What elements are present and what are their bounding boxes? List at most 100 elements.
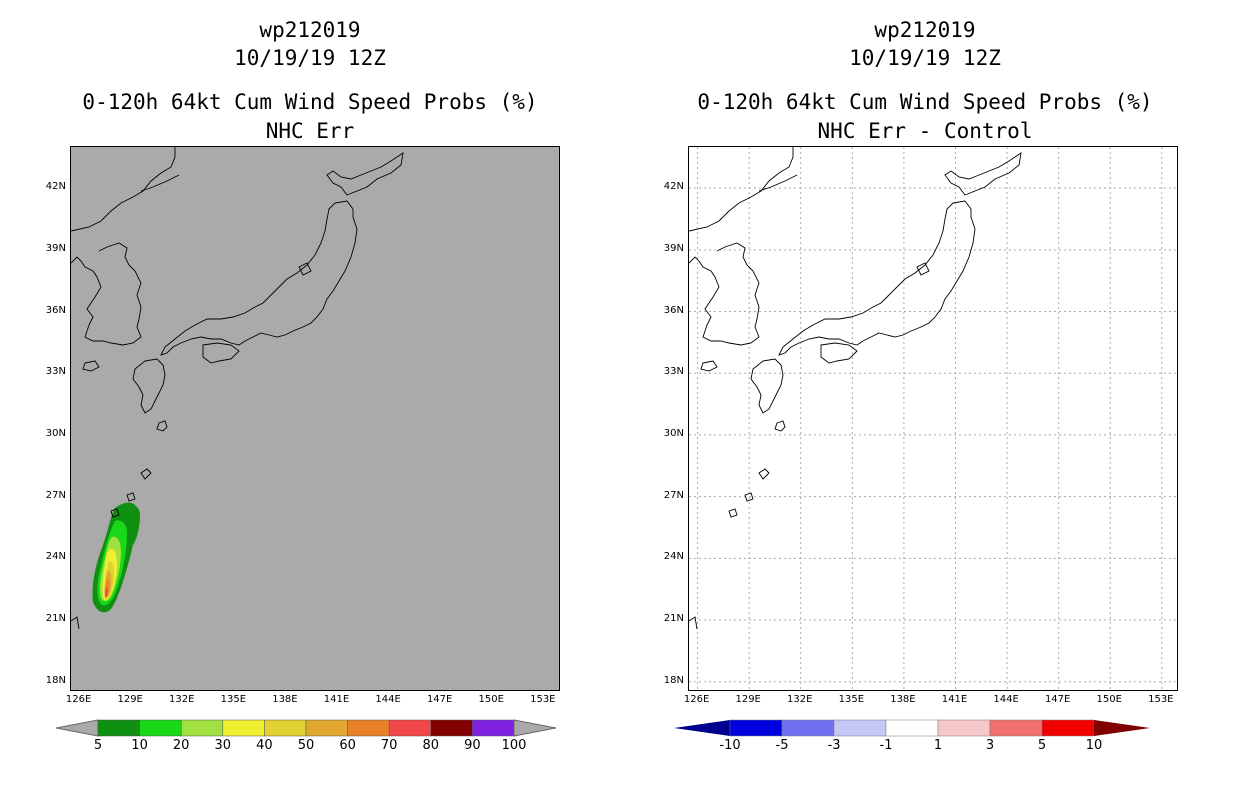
colorbar-swatch [989,719,1043,737]
coastline-segment [110,508,120,518]
prob-contour-70 [105,587,108,597]
lat-tick-label: 36N [663,304,684,316]
colorbar-swatch [781,719,835,737]
lon-tick-label: 153E [530,694,556,705]
lon-tick-label: 150E [478,694,504,705]
colorbar-swatch [1041,719,1095,737]
coastline-segment [326,152,404,196]
left-probability-map [70,146,560,691]
colorbar-end-right [1094,720,1150,736]
lon-tick-label: 150E [1096,694,1122,705]
coastline-segment [140,468,152,480]
lon-tick-label: 147E [426,694,453,705]
coastline-segment [140,174,180,192]
coastline-segment [700,360,718,372]
colorbar-label: 90 [464,738,481,753]
right-datetime: 10/19/19 12Z [849,46,1001,70]
coastline-segment [774,420,786,432]
coastline-segment [820,342,858,364]
colorbar-swatch [729,719,783,737]
lat-tick-label: 21N [663,613,684,625]
colorbar-label: 3 [985,738,995,753]
lon-tick-label: 147E [1044,694,1071,705]
left-datetime: 10/19/19 12Z [234,46,386,70]
lat-tick-label: 18N [45,674,66,686]
colorbar-label: 20 [172,738,190,753]
right-storm-id: wp212019 [874,18,976,42]
prob-contour-5-lobe [127,504,140,545]
coastline-segment [132,358,166,414]
colorbar-label: 50 [297,738,315,753]
lon-tick-label: 135E [220,694,247,705]
lat-tick-label: 30N [45,427,66,439]
colorbar-swatch [472,719,515,737]
coastline-segment [689,616,698,630]
lon-tick-label: 132E [169,694,195,705]
colorbar-swatch [180,719,224,737]
colorbar-label: 10 [131,738,148,753]
coastline-segment [744,492,754,502]
colorbar-label: 60 [339,738,356,753]
colorbar-label: 5 [1037,738,1047,753]
lat-tick-label: 24N [45,551,66,563]
lon-tick-label: 153E [1148,694,1174,705]
coastline-segment [71,616,80,630]
coastline-segment [758,174,798,192]
coastline-segment [202,342,240,364]
lat-tick-label: 33N [663,366,684,378]
lon-tick-label: 138E [272,694,298,705]
lon-tick-label: 138E [890,694,916,705]
colorbar-swatch [305,719,348,737]
colorbar-label: 30 [214,738,232,753]
coastline-segment [689,242,760,346]
lon-tick-label: 141E [323,694,350,705]
colorbar-label: -3 [827,738,841,753]
coastline [71,147,404,630]
right-subtitle: NHC Err - Control [817,119,1033,143]
coastline-segment [156,420,168,432]
colorbar-label: 40 [256,738,273,753]
colorbar-swatch [937,719,991,737]
lon-tick-label: 144E [993,694,1019,705]
probability-contours [92,502,140,613]
lat-tick-label: 42N [45,181,66,193]
colorbar-label: 10 [1085,738,1103,753]
lat-tick-label: 39N [45,242,66,254]
map-background [71,147,559,690]
colorbar-swatch [139,719,182,737]
lat-tick-label: 33N [45,366,66,378]
lat-tick-label: 30N [663,427,684,439]
map-background [689,147,1177,690]
colorbar-swatch [347,719,390,737]
coastline-segment [689,147,794,232]
lon-tick-label: 129E [735,694,761,705]
coastline-segment [750,358,784,414]
colorbar-label: 1 [933,738,943,753]
lat-tick-label: 27N [663,489,684,501]
coastline-segment [126,492,136,502]
lon-tick-label: 129E [117,694,143,705]
lat-tick-label: 27N [45,489,66,501]
lon-tick-label: 126E [683,694,710,705]
coastline [689,147,1022,630]
coastline-segment [71,147,176,232]
lat-tick-label: 18N [663,674,684,686]
gridlines [689,147,1177,690]
right-colorbar [674,719,1150,737]
lon-tick-label: 132E [787,694,813,705]
colorbar-swatch [264,719,307,737]
lon-tick-label: 141E [941,694,968,705]
left-subtitle: NHC Err [265,119,355,143]
right-product-title: 0-120h 64kt Cum Wind Speed Probs (%) [697,90,1153,114]
coastline-segment [71,242,142,346]
colorbar-label: -5 [775,738,789,753]
left-colorbar [56,719,556,737]
colorbar-label: -1 [879,738,893,753]
colorbar-label: 100 [501,738,527,753]
colorbar-end-left [56,719,99,737]
coastline-segment [778,200,976,356]
left-storm-id: wp212019 [259,18,361,42]
lat-tick-label: 36N [45,304,66,316]
colorbar-label: 70 [380,738,398,753]
colorbar-swatch [222,719,265,737]
